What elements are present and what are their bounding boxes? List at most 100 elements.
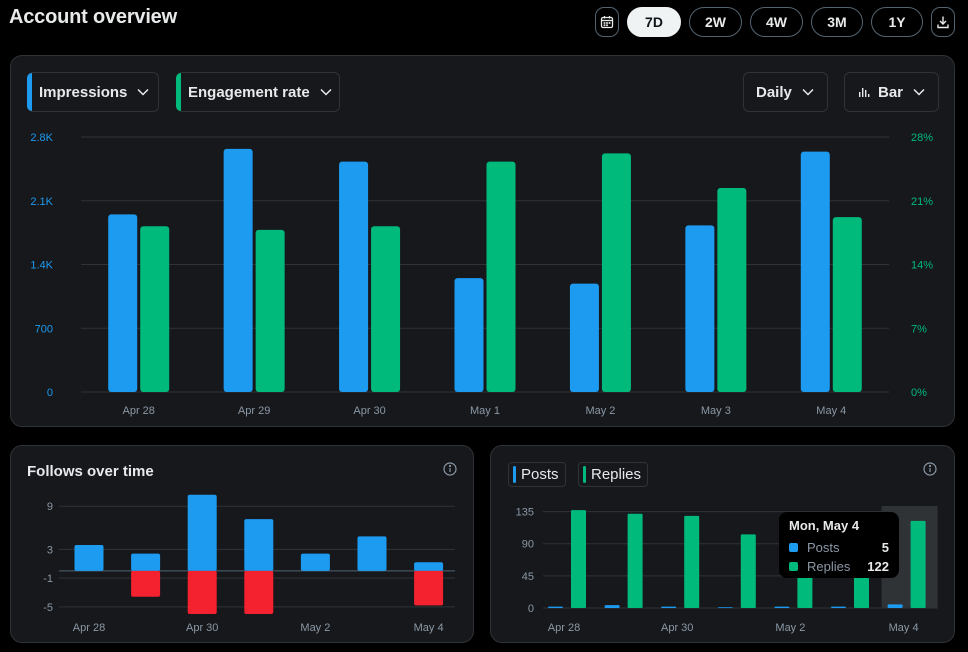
y-left-tick-label: 1.4K [30, 260, 53, 272]
y-tick-label: 45 [522, 571, 534, 583]
bar-posts-may-2 [774, 606, 790, 608]
y-left-tick-label: 700 [35, 323, 53, 335]
x-tick-label: Apr 29 [238, 405, 270, 417]
chevron-down-icon [320, 88, 332, 96]
chart-type-label: Bar [878, 83, 904, 101]
legend-chip-replies[interactable]: Replies [578, 462, 649, 487]
tooltip-swatch-posts [789, 543, 798, 552]
bar-replies-apr-30 [684, 515, 700, 608]
range-button-2w[interactable]: 2W [689, 7, 742, 37]
x-tick-label: May 3 [701, 405, 731, 417]
y-right-tick-label: 28% [911, 132, 933, 144]
main-chart-card: Impressions Engagement rate Daily Bar 0 7… [10, 55, 955, 427]
x-tick-label: May 4 [889, 622, 919, 634]
page-title: Account overview [9, 6, 177, 28]
bar-follows-may-2 [300, 553, 330, 571]
bar-replies-may-4 [910, 520, 926, 608]
metric-select-impressions[interactable]: Impressions [27, 72, 159, 112]
chart-type-select[interactable]: Bar [844, 72, 939, 112]
bar-engagement-rate-may-4 [832, 217, 862, 392]
bar-impressions-apr-28 [108, 214, 138, 392]
y-right-tick-label: 0% [911, 387, 927, 399]
bar-follows-may-4 [414, 562, 444, 571]
metric-select-engagement-rate[interactable]: Engagement rate [176, 72, 340, 112]
bar-posts-apr-29 [604, 605, 620, 608]
bar-impressions-apr-29 [223, 148, 253, 392]
range-button-7d[interactable]: 7D [627, 7, 681, 37]
x-tick-label: Apr 30 [353, 405, 385, 417]
y-left-tick-label: 2.1K [30, 196, 53, 208]
bar-follows-apr-30 [187, 494, 217, 571]
y-tick-label: 0 [528, 603, 534, 615]
y-left-tick-label: 0 [47, 387, 53, 399]
tooltip-row-replies: Replies 122 [789, 557, 889, 576]
range-button-3m[interactable]: 3M [811, 7, 863, 37]
bar-engagement-rate-may-3 [717, 188, 747, 392]
bar-engagement-rate-may-1 [486, 161, 516, 392]
x-tick-label: Apr 28 [123, 405, 155, 417]
y-right-tick-label: 21% [911, 196, 933, 208]
bar-posts-may-3 [831, 606, 846, 608]
bar-impressions-may-3 [685, 225, 715, 392]
x-tick-label: Apr 30 [661, 622, 693, 634]
tooltip-value-posts: 5 [881, 540, 889, 555]
metric-label-engagement-rate: Engagement rate [188, 83, 310, 101]
y-tick-label: 3 [47, 544, 53, 556]
bar-posts-apr-30 [661, 606, 677, 608]
impressions-engagement-chart: 0 700 1.4K 2.1K 2.8K 0% 7% 14% 21% 28% Apr 28 Apr 2… [30, 132, 933, 417]
chevron-down-icon [913, 88, 925, 96]
bar-unfollows-may-1 [244, 570, 274, 614]
posts-color-indicator [513, 466, 516, 483]
legend-label-replies: Replies [591, 466, 642, 483]
engagement-color-indicator [176, 73, 181, 111]
download-button[interactable] [931, 7, 955, 37]
bar-impressions-may-1 [454, 278, 484, 392]
replies-color-indicator [583, 466, 586, 483]
bar-replies-may-1 [740, 534, 756, 608]
y-tick-label: -5 [43, 602, 53, 614]
bar-posts-may-1 [717, 607, 733, 608]
x-tick-label: May 4 [816, 405, 846, 417]
bar-replies-apr-29 [627, 513, 643, 608]
info-icon[interactable] [443, 462, 457, 476]
x-tick-label: Apr 28 [73, 622, 105, 634]
chevron-down-icon [802, 88, 814, 96]
bar-posts-may-4 [887, 604, 903, 608]
tooltip-title: Mon, May 4 [789, 518, 860, 533]
chart-tooltip: Mon, May 4 Posts 5 Replies 122 [779, 512, 899, 578]
chevron-down-icon [137, 88, 149, 96]
y-left-tick-label: 2.8K [30, 132, 53, 144]
x-tick-label: May 4 [414, 622, 444, 634]
y-tick-label: 9 [47, 501, 53, 513]
bar-impressions-apr-30 [339, 161, 369, 392]
bar-posts-apr-28 [548, 606, 563, 608]
bar-unfollows-apr-30 [187, 570, 217, 614]
range-button-1y[interactable]: 1Y [871, 7, 923, 37]
tooltip-label-replies: Replies [807, 559, 851, 574]
y-right-tick-label: 7% [911, 323, 927, 335]
granularity-select[interactable]: Daily [743, 72, 828, 112]
posts-replies-card: Posts Replies 0 45 90 135 Apr 28 Apr 30 May 2 M… [490, 445, 955, 643]
y-right-tick-label: 14% [911, 260, 933, 272]
download-icon [937, 16, 949, 29]
impressions-color-indicator [27, 73, 32, 111]
follows-over-time-card: Follows over time -5 -1 3 9 Apr 28 Apr 30 May … [10, 445, 474, 643]
tooltip-value-replies: 122 [867, 559, 889, 574]
legend-chip-posts[interactable]: Posts [508, 462, 566, 487]
x-tick-label: May 2 [300, 622, 330, 634]
bar-unfollows-apr-29 [131, 570, 161, 597]
x-tick-label: May 2 [775, 622, 805, 634]
bar-engagement-rate-may-2 [601, 153, 631, 392]
info-icon[interactable] [923, 462, 937, 476]
calendar-icon [600, 16, 614, 29]
bar-replies-apr-28 [571, 510, 586, 608]
calendar-button[interactable] [595, 7, 619, 37]
bar-engagement-rate-apr-30 [371, 226, 401, 392]
tooltip-swatch-replies [789, 562, 798, 571]
range-button-4w[interactable]: 4W [750, 7, 803, 37]
bar-impressions-may-4 [800, 151, 830, 392]
y-tick-label: 90 [522, 539, 534, 551]
bar-follows-apr-28 [74, 545, 104, 571]
granularity-label: Daily [756, 83, 792, 101]
bar-impressions-may-2 [569, 283, 599, 392]
